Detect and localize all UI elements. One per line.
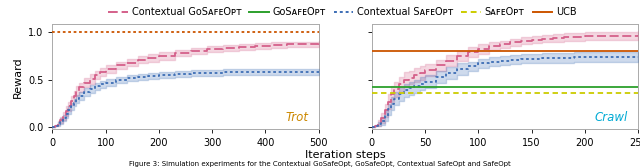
Y-axis label: Reward: Reward: [13, 56, 22, 98]
Text: Trot: Trot: [285, 111, 308, 124]
Text: Figure 3: Simulation experiments for the Contextual GoSafeOpt, GoSafeOpt, Contex: Figure 3: Simulation experiments for the…: [129, 161, 511, 167]
Legend: Contextual GoSᴀꜰᴇOᴘᴛ, GoSᴀꜰᴇOᴘᴛ, Contextual SᴀꜰᴇOᴘᴛ, SᴀꜰᴇOᴘᴛ, UCB: Contextual GoSᴀꜰᴇOᴘᴛ, GoSᴀꜰᴇOᴘᴛ, Context…: [104, 3, 580, 21]
Text: Crawl: Crawl: [594, 111, 627, 124]
Text: Iteration steps: Iteration steps: [305, 150, 386, 160]
